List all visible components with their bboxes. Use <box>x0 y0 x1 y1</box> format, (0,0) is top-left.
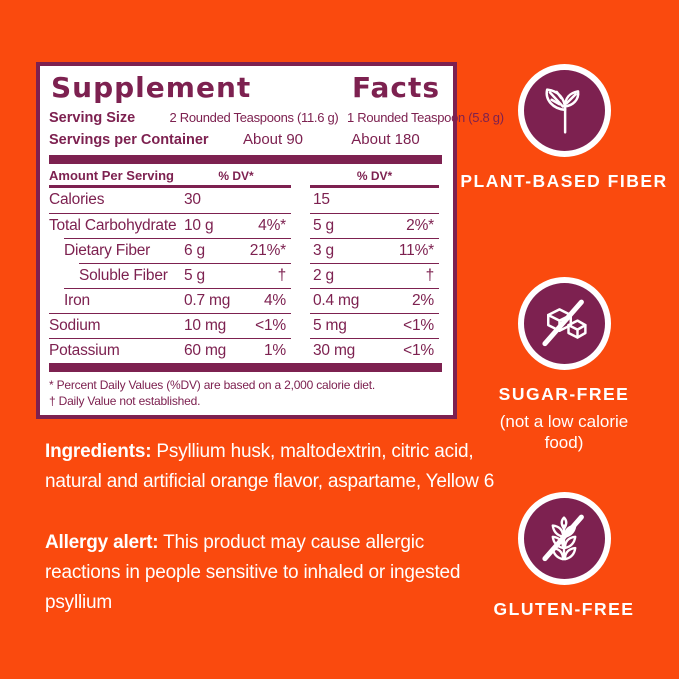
table-row: Iron 0.7 mg 4% 0.4 mg 2% <box>49 288 442 313</box>
serving1-amount: 5 g <box>184 267 205 285</box>
serving2-dv: † <box>425 267 435 285</box>
nutrition-table-body: Calories 30 15 Total Carbohydrate 10 g 4%… <box>49 188 442 363</box>
table-row: Total Carbohydrate 10 g 4%* 5 g 2%* <box>49 213 442 238</box>
servings-per-container-row: Servings per Container About 90 About 18… <box>49 131 442 149</box>
serving2-values: 5 mg <1% <box>310 313 439 338</box>
badge-label: GLUTEN-FREE <box>493 599 635 619</box>
thick-divider-bottom <box>49 363 442 373</box>
serving2-dv: 11%* <box>398 242 434 260</box>
serving2-amount: 5 g <box>313 217 334 235</box>
nutrient-name: Iron <box>64 292 90 310</box>
badge-label: PLANT-BASED FIBER <box>460 171 668 191</box>
ingredients-paragraph: Ingredients: Psyllium husk, maltodextrin… <box>45 437 495 497</box>
serving1-dv: 4% <box>263 292 286 310</box>
servings-col2: About 180 <box>351 131 420 149</box>
sugar-free-badge: SUGAR-FREE (not a low calorie food) <box>457 277 671 453</box>
serving1-values: 0.7 mg 4% <box>181 288 291 313</box>
nutrient-name: Soluble Fiber <box>79 267 168 285</box>
ingredients-label: Ingredients: <box>45 441 152 462</box>
column-gap <box>291 313 310 338</box>
nutrient-name: Calories <box>49 191 105 209</box>
serving1-dv: 21%* <box>249 242 286 260</box>
column-gap <box>291 263 310 288</box>
nutrient-name: Dietary Fiber <box>64 242 151 260</box>
serving2-values: 2 g † <box>310 263 439 288</box>
serving2-amount: 30 mg <box>313 342 356 360</box>
serving1-dv: 1% <box>263 342 286 360</box>
dv-header-col2: % DV* <box>310 169 439 189</box>
column-gap <box>291 288 310 313</box>
serving2-values: 15 <box>310 188 439 213</box>
column-gap <box>291 213 310 238</box>
table-row: Dietary Fiber 6 g 21%* 3 g 11%* <box>49 238 442 263</box>
dv-header-col1: % DV* <box>181 169 291 189</box>
serving2-values: 0.4 mg 2% <box>310 288 439 313</box>
servings-col1: About 90 <box>242 131 304 149</box>
serving1-dv: <1% <box>255 317 286 335</box>
serving1-dv: 4%* <box>258 217 286 235</box>
ingredients-text: Psyllium husk, maltodextrin, citric acid… <box>45 441 495 492</box>
serving2-values: 3 g 11%* <box>310 238 439 263</box>
footnote-dv: * Percent Daily Values (%DV) are based o… <box>49 378 376 393</box>
serving1-values: 10 mg <1% <box>181 313 291 338</box>
column-gap <box>291 238 310 263</box>
badge-sublabel: (not a low calorie food) <box>499 412 629 452</box>
serving1-values: 60 mg 1% <box>181 338 291 363</box>
serving2-values: 30 mg <1% <box>310 338 439 363</box>
serving2-amount: 5 mg <box>313 317 347 335</box>
no-wheat-gluten-icon <box>517 492 611 585</box>
serving1-values: 6 g 21%* <box>181 238 291 263</box>
footnotes: * Percent Daily Values (%DV) are based o… <box>49 377 442 409</box>
serving2-dv: 2% <box>411 292 434 310</box>
footnote-dagger: † Daily Value not established. <box>49 394 201 409</box>
gluten-free-badge: GLUTEN-FREE <box>457 492 671 621</box>
nutrient-name: Sodium <box>49 317 101 335</box>
serving2-amount: 2 g <box>313 267 334 285</box>
column-gap <box>291 188 310 213</box>
supplement-facts-panel: Supplement Facts Serving Size 2 Rounded … <box>36 62 504 419</box>
allergy-paragraph: Allergy alert: This product may cause al… <box>45 528 495 618</box>
serving2-amount: 3 g <box>313 242 334 260</box>
plant-sprout-icon <box>517 64 611 157</box>
allergy-alert-text: This product may cause allergic reaction… <box>45 532 461 613</box>
thick-divider-top <box>49 155 442 165</box>
no-sugar-cubes-icon <box>517 277 611 370</box>
serving2-dv: <1% <box>403 342 434 360</box>
serving-size-row: Serving Size 2 Rounded Teaspoons (11.6 g… <box>49 109 504 127</box>
nutrient-name: Total Carbohydrate <box>49 217 177 235</box>
allergy-alert-label: Allergy alert: <box>45 532 159 553</box>
table-row: Potassium 60 mg 1% 30 mg <1% <box>49 338 442 363</box>
serving1-amount: 0.7 mg <box>184 292 231 310</box>
serving1-values: 10 g 4%* <box>181 213 291 238</box>
serving2-amount: 0.4 mg <box>313 292 360 310</box>
serving1-dv: † <box>277 267 287 285</box>
table-header-row: Amount Per Serving % DV* % DV* <box>49 167 442 189</box>
serving1-amount: 60 mg <box>184 342 227 360</box>
table-row: Sodium 10 mg <1% 5 mg <1% <box>49 313 442 338</box>
serving1-values: 5 g † <box>181 263 291 288</box>
serving2-values: 5 g 2%* <box>310 213 439 238</box>
serving2-dv: 2%* <box>406 217 434 235</box>
nutrient-name: Potassium <box>49 342 120 360</box>
servings-per-container-label: Servings per Container <box>49 132 209 149</box>
serving-size-label: Serving Size <box>49 110 136 127</box>
serving1-amount: 10 mg <box>184 317 227 335</box>
serving-size-col1: 2 Rounded Teaspoons (11.6 g) <box>169 110 339 126</box>
serving1-amount: 30 <box>184 191 201 209</box>
column-gap <box>291 338 310 363</box>
table-row: Calories 30 15 <box>49 188 442 213</box>
serving2-amount: 15 <box>313 191 330 209</box>
table-row: Soluble Fiber 5 g † 2 g † <box>49 263 442 288</box>
serving1-values: 30 <box>181 188 291 213</box>
amount-per-serving-header: Amount Per Serving <box>49 168 181 189</box>
badge-label: SUGAR-FREE <box>498 384 630 404</box>
serving1-amount: 6 g <box>184 242 205 260</box>
serving-size-col2: 1 Rounded Teaspoon (5.8 g) <box>347 110 504 126</box>
serving2-dv: <1% <box>403 317 434 335</box>
panel-title: Supplement Facts <box>51 71 440 104</box>
serving1-amount: 10 g <box>184 217 214 235</box>
plant-based-fiber-badge: PLANT-BASED FIBER <box>457 64 671 193</box>
